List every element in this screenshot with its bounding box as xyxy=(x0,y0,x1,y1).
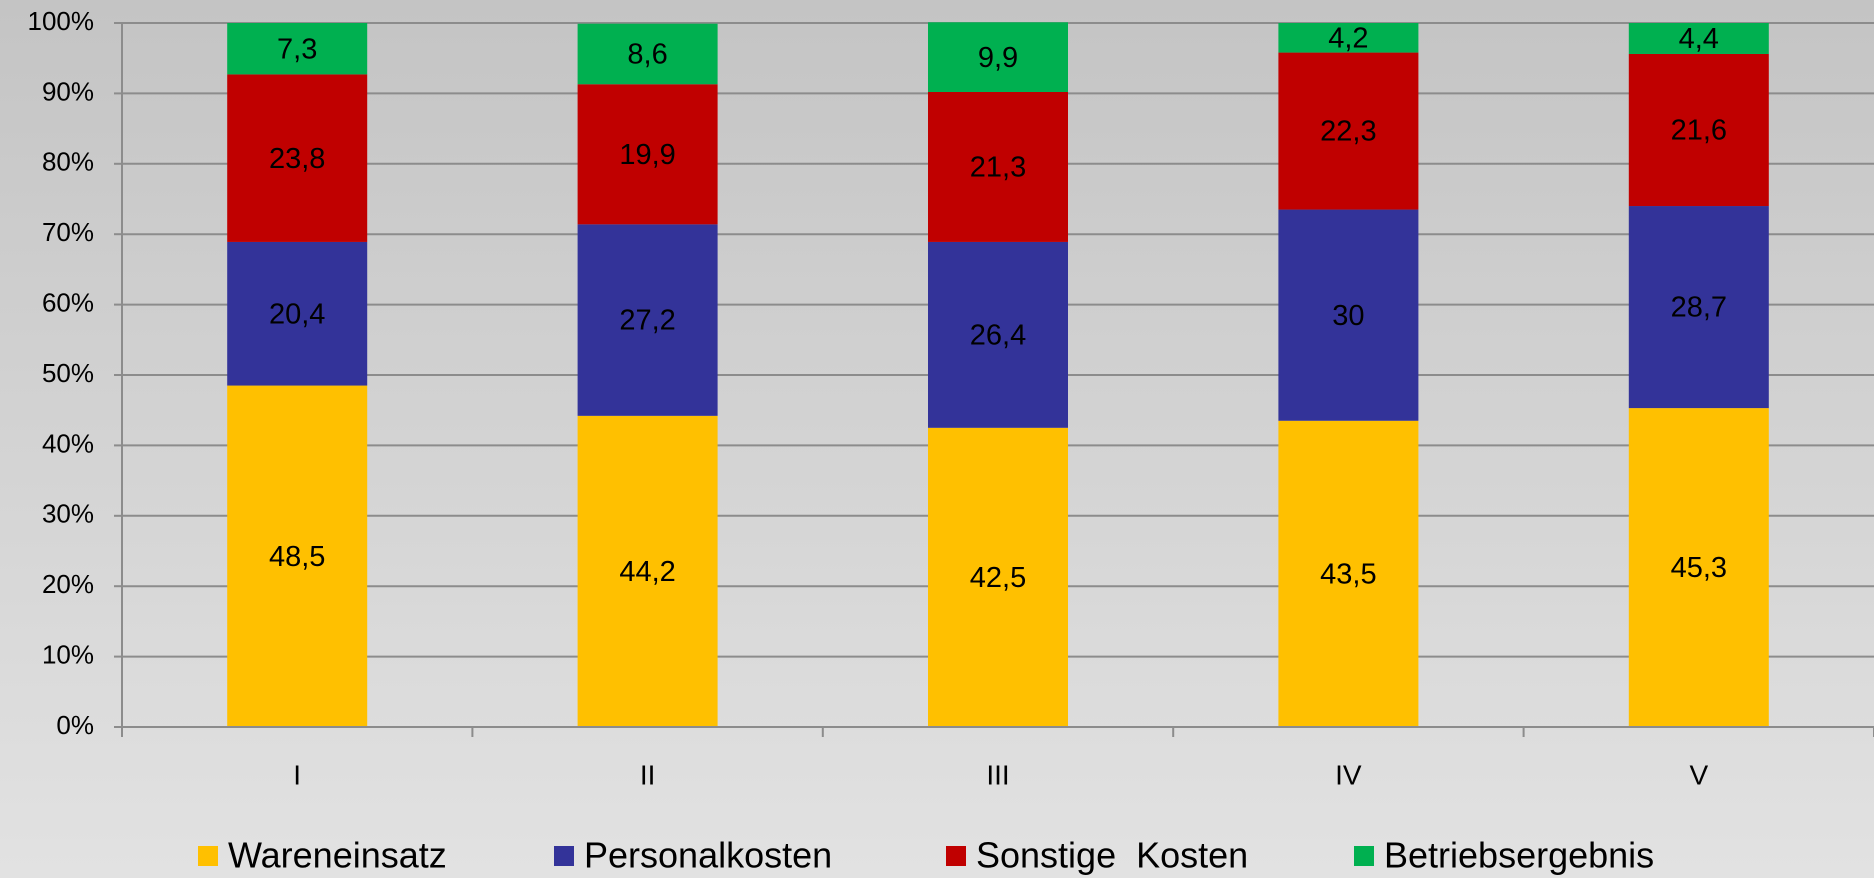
x-tick-label: III xyxy=(986,759,1009,790)
value-label: 48,5 xyxy=(269,541,325,573)
bar-segment xyxy=(1278,420,1419,727)
value-label: 27,2 xyxy=(619,305,675,337)
y-tick-label: 50% xyxy=(42,358,94,388)
legend-swatch xyxy=(554,846,574,866)
value-label: 19,9 xyxy=(619,139,675,171)
legend-swatch xyxy=(946,846,966,866)
x-tick-label: IV xyxy=(1335,759,1362,790)
value-label: 9,9 xyxy=(978,42,1018,74)
legend-label: Betriebsergebnis xyxy=(1384,835,1654,876)
value-label: 4,4 xyxy=(1679,23,1719,55)
legend-swatch xyxy=(198,846,218,866)
y-tick-label: 80% xyxy=(42,147,94,177)
y-tick-label: 0% xyxy=(56,710,94,740)
bar-segment xyxy=(1628,206,1769,409)
x-tick-label: V xyxy=(1689,759,1708,790)
y-tick-label: 60% xyxy=(42,287,94,317)
bar-segment xyxy=(1628,23,1769,54)
value-label: 7,3 xyxy=(277,33,317,65)
bar-segment xyxy=(577,224,718,416)
value-label: 22,3 xyxy=(1320,116,1376,148)
bar-segment xyxy=(227,241,368,386)
bar-segment xyxy=(1628,408,1769,727)
bar-segment xyxy=(1278,23,1419,53)
value-label: 26,4 xyxy=(970,320,1026,352)
legend-label: Sonstige Kosten xyxy=(976,835,1248,876)
value-label: 43,5 xyxy=(1320,559,1376,591)
legend-swatch xyxy=(1354,846,1374,866)
bar-segment xyxy=(227,23,368,75)
y-tick-label: 30% xyxy=(42,499,94,529)
value-label: 23,8 xyxy=(269,143,325,175)
bar-segment xyxy=(928,241,1068,428)
bar-segment xyxy=(577,415,718,727)
bar-segment xyxy=(227,74,368,242)
value-label: 4,2 xyxy=(1328,22,1368,54)
y-tick-label: 100% xyxy=(28,6,95,36)
value-label: 20,4 xyxy=(269,298,325,330)
y-tick-label: 70% xyxy=(42,217,94,247)
y-tick-label: 20% xyxy=(42,569,94,599)
value-label: 21,3 xyxy=(970,152,1026,184)
bar-segment xyxy=(577,23,718,85)
bar-segment xyxy=(577,84,718,225)
bar-segment xyxy=(227,385,368,727)
y-tick-label: 10% xyxy=(42,639,94,669)
value-label: 21,6 xyxy=(1671,115,1727,147)
value-label: 45,3 xyxy=(1671,552,1727,584)
bar-segment xyxy=(1628,53,1769,207)
value-label: 28,7 xyxy=(1671,292,1727,324)
x-tick-label: II xyxy=(640,759,656,790)
bar-segment xyxy=(1278,209,1419,421)
legend-label: Wareneinsatz xyxy=(228,835,447,876)
bar-segment xyxy=(928,22,1068,92)
value-label: 44,2 xyxy=(619,556,675,588)
value-label: 8,6 xyxy=(627,39,667,71)
y-tick-label: 90% xyxy=(42,76,94,106)
bar-segment xyxy=(928,91,1068,242)
legend-label: Personalkosten xyxy=(584,835,832,876)
bar-segment xyxy=(1278,52,1419,210)
value-label: 30 xyxy=(1332,300,1364,332)
bar-segment xyxy=(928,427,1068,727)
x-tick-label: I xyxy=(293,759,301,790)
y-tick-label: 40% xyxy=(42,428,94,458)
value-label: 42,5 xyxy=(970,562,1026,594)
